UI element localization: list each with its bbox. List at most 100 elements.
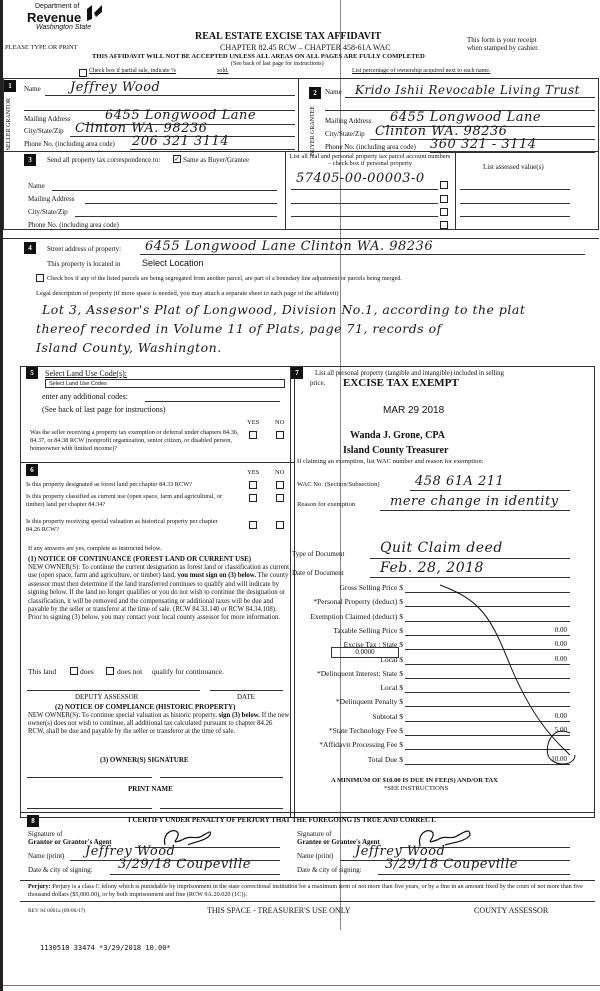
notice-compliance-text: NEW OWNER(S): To continue special valuat… bbox=[28, 712, 290, 735]
wac-number[interactable]: 458 61A 211 bbox=[415, 474, 505, 489]
amount-label: Local $ bbox=[380, 654, 403, 664]
same-as-buyer-checkbox[interactable]: ✓ bbox=[173, 155, 181, 163]
amount-label: *Delinquent Interest: State $ bbox=[316, 668, 403, 678]
parcel-number[interactable]: 57405-00-00003-0 bbox=[296, 171, 425, 186]
grantee-date-city[interactable]: 3/29/18 Coupeville bbox=[385, 857, 518, 872]
wac-label: WAC No. (Section/Subsection) bbox=[297, 481, 380, 488]
amount-value[interactable]: 0.00 bbox=[554, 625, 567, 634]
sold-label: sold. bbox=[217, 68, 229, 74]
partial-sale-checkbox[interactable] bbox=[79, 69, 87, 77]
amount-line bbox=[405, 706, 570, 708]
historical-question: Is this property receiving special valua… bbox=[26, 518, 218, 533]
document-type[interactable]: Quit Claim deed bbox=[380, 540, 503, 556]
grantor-date-city[interactable]: 3/29/18 Coupeville bbox=[118, 857, 251, 872]
q-no-checkbox[interactable] bbox=[276, 481, 284, 489]
amount-value[interactable]: 5.00 bbox=[554, 726, 567, 734]
see-instructions: *SEE INSTRUCTIONS bbox=[384, 785, 449, 792]
amount-line bbox=[405, 735, 570, 736]
q-yes-checkbox[interactable] bbox=[249, 521, 257, 529]
doc-type-label: Type of Document bbox=[292, 550, 345, 558]
personal-property-checkbox[interactable] bbox=[440, 181, 448, 189]
grantee-agent-label: Grantee or Grantee's Agent bbox=[297, 838, 380, 846]
segregated-checkbox[interactable] bbox=[36, 274, 44, 282]
located-label: This property is located in bbox=[47, 260, 121, 268]
q-yes-checkbox[interactable] bbox=[249, 494, 257, 502]
minimum-due-note: A MINIMUM OF $10.00 IS DUE IN FEE(S) AND… bbox=[331, 777, 498, 784]
section-3-number: 3 bbox=[24, 154, 36, 166]
form-revision: REV 84 0001a (09/06/17) bbox=[28, 908, 86, 914]
grantor-printed-name[interactable]: Jeffrey Wood bbox=[85, 844, 176, 859]
q-no-checkbox[interactable] bbox=[276, 521, 284, 529]
section-4-number: 4 bbox=[24, 242, 36, 254]
corr-mail-label: Mailing Address bbox=[28, 195, 75, 203]
buyer-mail[interactable]: 6455 Longwood Lane bbox=[390, 110, 542, 125]
does-not-label: does not bbox=[117, 667, 143, 676]
seller-grantor-label: SELLER GRANTOR bbox=[6, 98, 12, 151]
form-title: REAL ESTATE EXCISE TAX AFFIDAVIT bbox=[195, 31, 382, 42]
q-yes-checkbox[interactable] bbox=[249, 481, 257, 489]
doc-date-label: Date of Document bbox=[292, 569, 344, 577]
local-rate-box[interactable]: 0.0000 bbox=[331, 647, 399, 658]
q-no-checkbox[interactable] bbox=[276, 431, 284, 439]
current-use-question: Is this property classified as current u… bbox=[26, 493, 222, 508]
strike-through-mark bbox=[439, 584, 576, 765]
amount-value[interactable]: 0.00 bbox=[554, 640, 567, 649]
amount-value[interactable]: 10.00 bbox=[551, 754, 567, 763]
amount-label: *Affidavit Processing Fee $ bbox=[319, 740, 403, 750]
grantee-printed-name[interactable]: Jeffrey Wood bbox=[355, 844, 446, 859]
does-checkbox[interactable] bbox=[70, 667, 78, 675]
amount-label: Local $ bbox=[380, 683, 403, 693]
county-assessor-label: COUNTY ASSESSOR bbox=[474, 906, 549, 915]
amount-label: *Delinquent Penalty $ bbox=[335, 697, 403, 707]
personal-property-checkbox[interactable] bbox=[440, 208, 448, 216]
legal-desc-line[interactable]: Island County, Washington. bbox=[36, 340, 222, 355]
grantee-name-label: Name (print) bbox=[297, 852, 334, 860]
amount-line bbox=[405, 720, 570, 722]
amount-value[interactable]: 0.00 bbox=[554, 711, 567, 720]
buyer-grantee-label: BUYER GRANTEE bbox=[310, 106, 316, 156]
personal-property-checkbox[interactable] bbox=[440, 221, 448, 229]
no-header: NO bbox=[275, 469, 285, 476]
legal-desc-line[interactable]: thereof recorded in Volume 11 of Plats, … bbox=[36, 321, 442, 336]
receipt-note-1: This form is your receipt bbox=[467, 36, 537, 44]
seller-phone[interactable]: 206 321 3114 bbox=[132, 134, 229, 149]
document-date[interactable]: Feb. 28, 2018 bbox=[380, 560, 484, 576]
stamp-date: MAR 29 2018 bbox=[383, 405, 445, 416]
no-header: NO bbox=[275, 419, 285, 426]
buyer-name[interactable]: Krido Ishii Revocable Living Trust bbox=[355, 83, 580, 97]
seller-name[interactable]: Jeffrey Wood bbox=[70, 80, 161, 95]
section-2-number: 2 bbox=[309, 87, 321, 99]
logo-mark-icon bbox=[87, 5, 102, 21]
q-yes-checkbox[interactable] bbox=[249, 431, 257, 439]
section-6-number: 6 bbox=[26, 464, 38, 476]
notice-continuance-title: (1) NOTICE OF CONTINUANCE (FOREST LAND O… bbox=[28, 555, 252, 563]
please-type: PLEASE TYPE OR PRINT bbox=[5, 44, 78, 51]
location-select[interactable]: Select Location bbox=[142, 258, 204, 268]
amount-value[interactable]: 0.00 bbox=[554, 654, 567, 663]
grantee-signature[interactable] bbox=[415, 825, 480, 849]
does-not-checkbox[interactable] bbox=[106, 667, 114, 675]
seller-mail-label: Mailing Address bbox=[24, 115, 71, 123]
grantee-date-label: Date & city of signing: bbox=[297, 866, 362, 874]
amount-label: *Personal Property (deduct) $ bbox=[313, 597, 403, 607]
print-name-label: PRINT NAME bbox=[128, 785, 173, 793]
reason-label: Reason for exemption bbox=[297, 501, 356, 508]
buyer-city[interactable]: Clinton WA. 98236 bbox=[375, 124, 508, 139]
grantor-signature[interactable] bbox=[160, 825, 220, 849]
legal-desc-line[interactable]: Lot 3, Assesor's Plat of Longwood, Divis… bbox=[42, 302, 526, 317]
land-use-select[interactable]: Select Land Use Codes bbox=[45, 379, 285, 388]
logo-revenue: Revenue bbox=[27, 10, 82, 25]
q-no-checkbox[interactable] bbox=[276, 494, 284, 502]
seller-city[interactable]: Clinton WA. 98236 bbox=[75, 121, 208, 136]
personal-property-checkbox[interactable] bbox=[440, 195, 448, 203]
grantor-agent-label: Grantor or Grantor's Agent bbox=[28, 838, 112, 846]
exemption-reason[interactable]: mere change in identity bbox=[390, 494, 559, 509]
amount-line bbox=[405, 634, 570, 636]
claiming-label: If claiming an exemption, list WAC numbe… bbox=[297, 458, 484, 465]
list-personal-property-label: List all personal property (tangible and… bbox=[315, 370, 504, 377]
seller-mail[interactable]: 6455 Longwood Lane bbox=[105, 108, 257, 123]
buyer-phone[interactable]: 360 321 - 3114 bbox=[430, 137, 537, 152]
street-address[interactable]: 6455 Longwood Lane Clinton WA. 98236 bbox=[145, 239, 434, 254]
cashier-receipt-line: 1130510 33474 *3/29/2018 10.00* bbox=[40, 944, 171, 952]
certify-statement: I CERTIFY UNDER PENALTY OF PERJURY THAT … bbox=[128, 816, 437, 824]
